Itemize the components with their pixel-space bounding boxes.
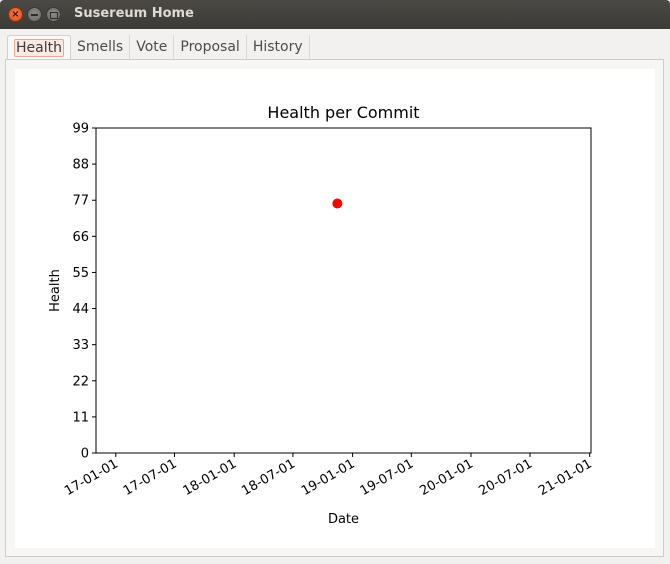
y-tick-label: 99 xyxy=(72,122,89,137)
y-axis-label: Health xyxy=(48,269,63,312)
tab-proposal[interactable]: Proposal xyxy=(174,35,247,59)
x-tick-label: 20-01-01 xyxy=(417,456,476,498)
y-tick-label: 33 xyxy=(72,338,89,353)
x-tick-label: 18-07-01 xyxy=(239,456,298,498)
x-axis-label: Date xyxy=(328,512,359,527)
tab-history[interactable]: History xyxy=(247,35,310,59)
y-tick-label: 66 xyxy=(72,230,89,245)
tab-bar: Health Smells Vote Proposal History xyxy=(7,35,310,60)
tab-vote[interactable]: Vote xyxy=(130,35,175,59)
x-tick-label: 18-01-01 xyxy=(181,456,240,498)
chart-canvas: Health per Commit 0 11 22 33 44 55 66 77 88 99 Heal… xyxy=(15,69,655,548)
tab-health-label: Health xyxy=(14,39,64,57)
plot-frame xyxy=(95,127,592,454)
chart-title: Health per Commit xyxy=(267,103,419,122)
tab-smells[interactable]: Smells xyxy=(71,35,131,59)
y-tick-label: 55 xyxy=(72,266,89,281)
health-chart: Health per Commit 0 11 22 33 44 55 66 77 88 99 Heal… xyxy=(48,103,595,527)
x-tick-label: 19-01-01 xyxy=(299,456,358,498)
maximize-icon[interactable] xyxy=(46,7,61,22)
minimize-icon[interactable] xyxy=(27,7,42,22)
window-title: Susereum Home xyxy=(74,6,194,21)
x-tick-label: 17-07-01 xyxy=(121,456,180,498)
y-tick-label: 77 xyxy=(72,194,89,209)
x-tick-label: 17-01-01 xyxy=(62,456,121,498)
tab-health[interactable]: Health xyxy=(7,35,71,59)
x-tick-label: 20-07-01 xyxy=(476,456,535,498)
title-bar[interactable]: × Susereum Home xyxy=(0,0,670,29)
y-tick-label: 11 xyxy=(72,410,89,425)
close-icon[interactable]: × xyxy=(8,7,23,22)
x-tick-label: 19-07-01 xyxy=(358,456,417,498)
y-tick-label: 88 xyxy=(72,158,89,173)
data-point xyxy=(332,198,343,209)
y-tick-label: 44 xyxy=(72,302,89,317)
y-tick-label: 0 xyxy=(81,447,89,462)
y-tick-label: 22 xyxy=(72,374,89,389)
x-tick-label: 21-01-01 xyxy=(536,456,595,498)
